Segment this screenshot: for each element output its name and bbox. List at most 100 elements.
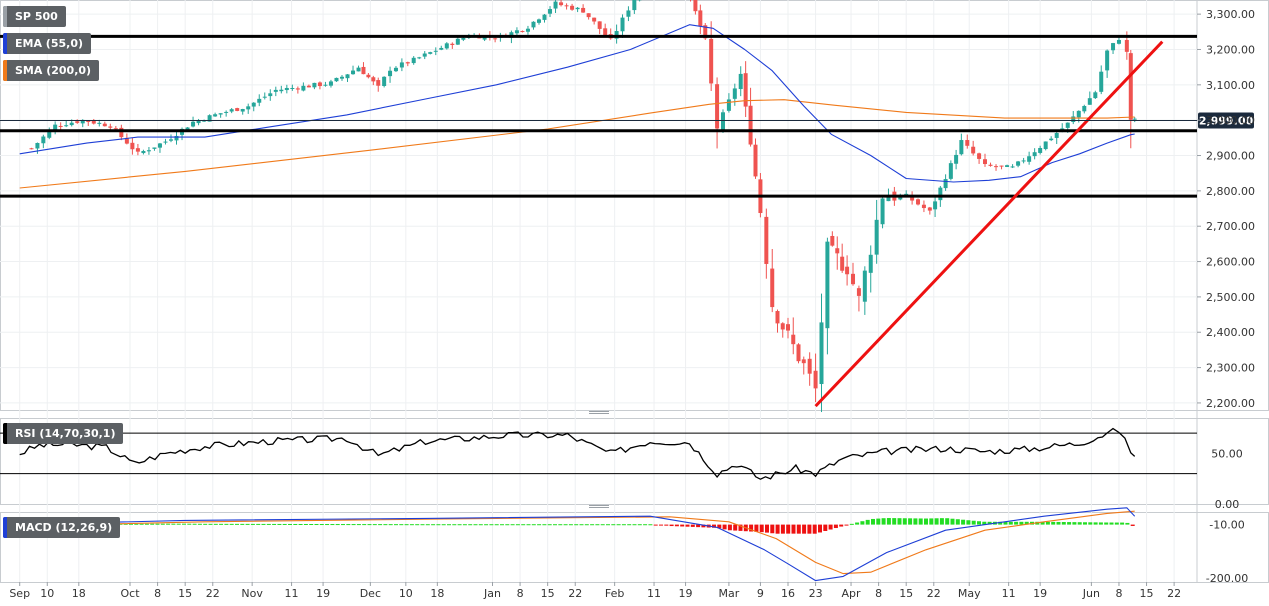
macd-panel-resize-handle[interactable] bbox=[589, 505, 609, 508]
macd-hist-up bbox=[462, 524, 467, 526]
macd-hist-up bbox=[452, 524, 457, 526]
x-tick-label: 15 bbox=[899, 587, 913, 600]
candle-up bbox=[536, 19, 541, 23]
candle-down bbox=[603, 28, 608, 35]
candle-down bbox=[58, 125, 63, 127]
candle-down bbox=[135, 148, 140, 152]
candle-up bbox=[345, 74, 350, 79]
macd-hist-down bbox=[701, 524, 706, 528]
candle-down bbox=[493, 38, 498, 40]
x-tick-label: Jan bbox=[483, 587, 501, 600]
candle-up bbox=[868, 254, 873, 273]
y-tick-label: 3,300.00 bbox=[1206, 8, 1255, 21]
macd-hist-down bbox=[685, 524, 690, 527]
candle-up bbox=[328, 81, 333, 86]
candle-up bbox=[47, 130, 52, 138]
macd-hist-up bbox=[1109, 522, 1114, 525]
macd-hist-up bbox=[139, 523, 144, 525]
macd-hist-up bbox=[1104, 522, 1109, 525]
macd-hist-up bbox=[441, 524, 446, 526]
candle-up bbox=[69, 122, 74, 126]
candle-down bbox=[830, 235, 835, 246]
candle-down bbox=[748, 105, 753, 145]
candle-down bbox=[592, 17, 597, 22]
candle-up bbox=[1093, 92, 1098, 99]
macd-hist-up bbox=[892, 518, 897, 525]
macd-hist-up bbox=[1088, 522, 1093, 525]
macd-hist-up bbox=[208, 523, 213, 525]
macd-hist-up bbox=[606, 524, 610, 526]
candle-down bbox=[994, 166, 999, 168]
candle-up bbox=[279, 89, 284, 92]
last-price-badge bbox=[1198, 112, 1254, 129]
legend-sp500-text: SP 500 bbox=[15, 10, 58, 23]
macd-hist-down bbox=[818, 524, 822, 533]
macd-hist-down bbox=[796, 524, 801, 534]
candle-up bbox=[1016, 161, 1021, 166]
candle-down bbox=[764, 216, 769, 264]
candle-down bbox=[581, 7, 586, 13]
macd-hist-up bbox=[627, 524, 632, 526]
macd-hist-down bbox=[754, 524, 759, 532]
legend-macd[interactable]: MACD (12,26,9) bbox=[3, 517, 121, 538]
rsi-panel-resize-handle[interactable] bbox=[589, 411, 609, 414]
candle-up bbox=[626, 10, 631, 17]
macd-hist-up bbox=[489, 524, 494, 526]
macd-hist-down bbox=[696, 524, 701, 528]
macd-hist-down bbox=[733, 524, 738, 531]
grid bbox=[0, 0, 1269, 583]
candle-down bbox=[119, 127, 124, 138]
rsi-panel-border bbox=[0, 418, 1269, 505]
macd-hist-up bbox=[341, 524, 345, 526]
legend-sma[interactable]: SMA (200,0) bbox=[3, 60, 100, 81]
macd-hist-up bbox=[367, 524, 372, 526]
candle-down bbox=[306, 85, 311, 88]
macd-hist-up bbox=[977, 521, 981, 525]
candle-up bbox=[185, 127, 190, 131]
macd-hist-down bbox=[712, 524, 716, 528]
candle-up bbox=[224, 111, 229, 113]
candle-down bbox=[317, 82, 322, 87]
macd-hist-up bbox=[197, 523, 202, 525]
macd-hist-up bbox=[574, 524, 579, 526]
legend-ema[interactable]: EMA (55,0) bbox=[3, 33, 91, 54]
macd-hist-up bbox=[447, 524, 451, 526]
macd-hist-down bbox=[1130, 524, 1135, 526]
x-tick-label: 10 bbox=[399, 587, 413, 600]
legend-rsi[interactable]: RSI (14,70,30,1) bbox=[3, 423, 124, 444]
candle-up bbox=[880, 198, 885, 225]
x-tick-label: 10 bbox=[40, 587, 54, 600]
macd-hist-down bbox=[812, 524, 817, 534]
candle-up bbox=[542, 14, 547, 20]
candle-down bbox=[921, 204, 926, 209]
candle-up bbox=[1049, 138, 1054, 141]
candle-up bbox=[819, 322, 824, 385]
candle-up bbox=[262, 96, 267, 98]
x-tick-label: 8 bbox=[517, 587, 524, 600]
macd-hist-up bbox=[902, 518, 907, 525]
macd-hist-up bbox=[245, 523, 250, 525]
macd-hist-up bbox=[913, 518, 918, 525]
candle-up bbox=[632, 0, 637, 11]
candle-down bbox=[753, 144, 758, 177]
macd-hist-up bbox=[272, 523, 277, 525]
candle-up bbox=[933, 201, 938, 210]
macd-hist-up bbox=[1061, 522, 1066, 525]
candle-up bbox=[1076, 110, 1081, 118]
macd-line bbox=[19, 507, 1136, 582]
macd-hist-up bbox=[213, 523, 218, 525]
x-tick-label: 8 bbox=[875, 587, 882, 600]
macd-hist-up bbox=[176, 523, 181, 525]
x-tick-label: 22 bbox=[568, 587, 582, 600]
candle-down bbox=[840, 256, 845, 271]
candle-up bbox=[874, 219, 879, 255]
candle-up bbox=[97, 122, 102, 124]
x-tick-label: 11 bbox=[647, 587, 661, 600]
macd-hist-down bbox=[807, 524, 812, 534]
candle-down bbox=[715, 84, 720, 129]
macd-hist-up bbox=[277, 523, 282, 525]
legend-sp500[interactable]: SP 500 bbox=[3, 6, 66, 27]
candle-down bbox=[845, 266, 850, 275]
candle-up bbox=[959, 140, 964, 155]
macd-hist-up bbox=[537, 524, 542, 526]
